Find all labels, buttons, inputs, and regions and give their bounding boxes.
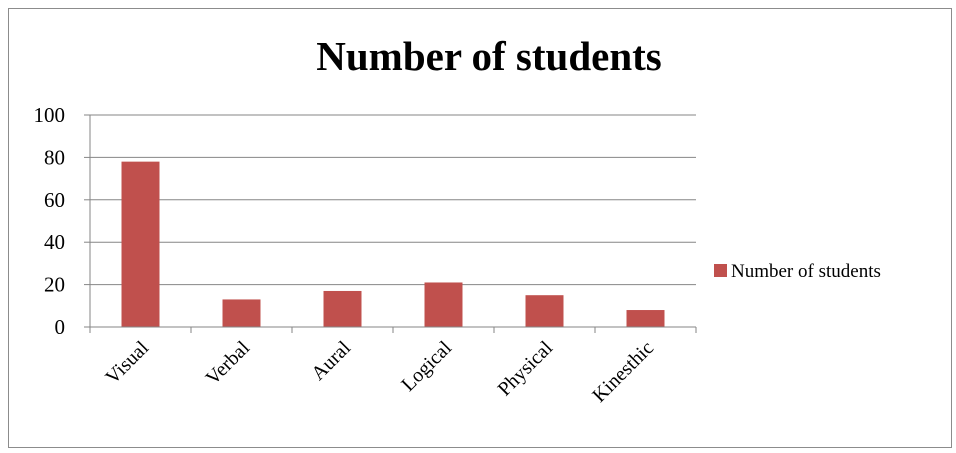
x-tick-label: Physical	[494, 337, 558, 401]
bar-physical	[525, 295, 564, 327]
y-tick-label: 40	[44, 230, 65, 254]
legend-label: Number of students	[731, 261, 881, 282]
x-tick-label: Kinesthic	[588, 337, 658, 407]
y-tick-labels: 0 20 40 60 80 100	[34, 103, 66, 339]
x-tick-labels: Visual Verbal Aural Logical Physical Kinesthi…	[101, 337, 658, 407]
bar-kinesthic	[626, 310, 665, 327]
legend-swatch	[714, 264, 727, 277]
y-tick-label: 80	[44, 145, 65, 169]
bar-verbal	[222, 299, 261, 327]
axes	[84, 114, 697, 333]
x-tick-label: Aural	[307, 337, 355, 385]
y-tick-label: 0	[55, 315, 66, 339]
x-tick-label: Verbal	[202, 337, 255, 390]
bar-visual	[121, 161, 160, 327]
x-tick-label: Visual	[101, 337, 153, 389]
x-tick-label: Logical	[397, 337, 456, 396]
gridlines	[90, 114, 696, 286]
bar-aural	[323, 290, 362, 327]
y-tick-label: 20	[44, 273, 65, 297]
bar-logical	[424, 282, 463, 327]
chart-frame	[8, 8, 952, 448]
y-tick-label: 60	[44, 188, 65, 212]
y-tick-label: 100	[34, 103, 66, 127]
legend: Number of students	[714, 261, 881, 282]
bars	[121, 161, 665, 327]
chart-title: Number of students	[316, 33, 662, 79]
